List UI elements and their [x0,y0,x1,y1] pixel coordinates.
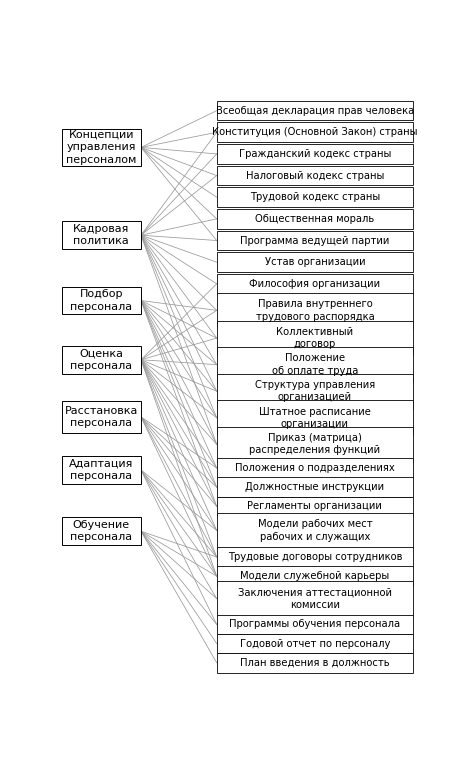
FancyBboxPatch shape [217,274,413,294]
FancyBboxPatch shape [217,209,413,228]
FancyBboxPatch shape [217,101,413,121]
FancyBboxPatch shape [217,513,413,548]
FancyBboxPatch shape [62,129,141,166]
FancyBboxPatch shape [217,634,413,654]
Text: Штатное расписание
организации: Штатное расписание организации [259,407,371,429]
Text: Расстановка
персонала: Расстановка персонала [65,406,138,428]
Text: Трудовые договоры сотрудников: Трудовые договоры сотрудников [228,552,402,562]
FancyBboxPatch shape [217,458,413,478]
Text: Программа ведущей партии: Программа ведущей партии [240,235,390,245]
FancyBboxPatch shape [217,144,413,164]
Text: Философия организации: Философия организации [249,279,380,289]
Text: Конституция (Основной Закон) страны: Конституция (Основной Закон) страны [212,128,418,138]
FancyBboxPatch shape [62,287,141,315]
FancyBboxPatch shape [217,321,413,355]
Text: Оценка
персонала: Оценка персонала [70,348,133,371]
FancyBboxPatch shape [217,497,413,516]
Text: Всеобщая декларация прав человека: Всеобщая декларация прав человека [216,105,414,115]
FancyBboxPatch shape [62,221,141,249]
Text: Обучение
персонала: Обучение персонала [70,520,133,542]
FancyBboxPatch shape [62,401,141,433]
Text: Годовой отчет по персоналу: Годовой отчет по персоналу [239,638,390,648]
FancyBboxPatch shape [62,456,141,484]
FancyBboxPatch shape [217,653,413,673]
Text: Гражданский кодекс страны: Гражданский кодекс страны [239,149,391,159]
FancyBboxPatch shape [217,401,413,435]
FancyBboxPatch shape [217,166,413,185]
Text: План введения в должность: План введения в должность [240,657,390,667]
Text: Устав организации: Устав организации [265,257,365,267]
Text: Должностные инструкции: Должностные инструкции [246,482,385,492]
FancyBboxPatch shape [62,518,141,545]
Text: Общественная мораль: Общественная мораль [255,214,374,224]
Text: Заключения аттестационной
комиссии: Заключения аттестационной комиссии [238,588,392,610]
FancyBboxPatch shape [217,188,413,207]
Text: Коллективный
договор: Коллективный договор [276,327,353,349]
Text: Кадровая
политика: Кадровая политика [73,224,130,246]
FancyBboxPatch shape [217,374,413,408]
FancyBboxPatch shape [62,346,141,374]
FancyBboxPatch shape [217,348,413,382]
Text: Правила внутреннего
трудового распорядка: Правила внутреннего трудового распорядка [255,299,374,321]
FancyBboxPatch shape [217,548,413,567]
Text: Подбор
персонала: Подбор персонала [70,289,133,311]
Text: Адаптация
персонала: Адаптация персонала [69,459,133,481]
FancyBboxPatch shape [217,122,413,142]
Text: Модели рабочих мест
рабочих и служащих: Модели рабочих мест рабочих и служащих [258,519,372,541]
Text: Положение
об оплате труда: Положение об оплате труда [272,354,358,376]
FancyBboxPatch shape [217,567,413,586]
FancyBboxPatch shape [217,478,413,497]
Text: Положения о подразделениях: Положения о подразделениях [235,463,395,473]
Text: Концепции
управления
персоналом: Концепции управления персоналом [66,130,137,165]
Text: Приказ (матрица)
распределения функций: Приказ (матрица) распределения функций [249,433,380,455]
Text: Трудовой кодекс страны: Трудовой кодекс страны [250,192,380,202]
Text: Регламенты организации: Регламенты организации [247,501,382,511]
Text: Структура управления
организацией: Структура управления организацией [255,380,375,402]
FancyBboxPatch shape [217,614,413,634]
FancyBboxPatch shape [217,252,413,272]
Text: Программы обучения персонала: Программы обучения персонала [229,619,400,629]
Text: Модели служебной карьеры: Модели служебной карьеры [240,571,390,581]
FancyBboxPatch shape [217,293,413,328]
FancyBboxPatch shape [217,231,413,251]
FancyBboxPatch shape [217,427,413,461]
FancyBboxPatch shape [217,581,413,616]
Text: Налоговый кодекс страны: Налоговый кодекс страны [246,171,384,181]
